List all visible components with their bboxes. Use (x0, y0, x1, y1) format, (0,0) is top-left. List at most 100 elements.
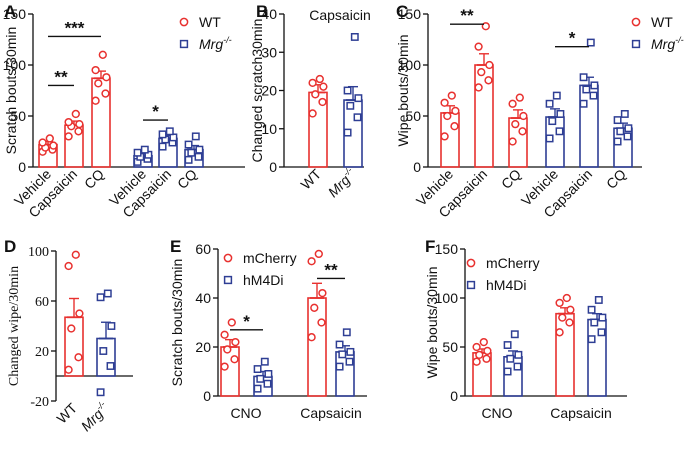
data-point (590, 318, 599, 327)
y-tick-label: 30 (261, 44, 277, 60)
data-point (260, 357, 269, 366)
legend-marker (179, 39, 189, 49)
data-point (102, 73, 111, 82)
data-point (264, 370, 273, 378)
data-point (484, 76, 493, 85)
significance-label: * (243, 312, 250, 331)
legend-label: hM4Di (486, 277, 526, 293)
y-tick-label: 20 (35, 345, 49, 360)
data-point (96, 388, 105, 397)
data-point (158, 130, 167, 139)
x-tick-label: Capsaicin (550, 405, 611, 421)
data-point (565, 318, 574, 327)
data-point (587, 335, 596, 344)
y-tick-label: 100 (398, 57, 422, 73)
x-tick-label: CQ (81, 166, 107, 192)
y-axis-label: Scratch bouts/30min (169, 259, 185, 387)
data-point (96, 293, 105, 302)
legend-label: mCherry (486, 255, 540, 271)
data-point (106, 362, 115, 370)
data-point (447, 91, 456, 100)
data-point (562, 293, 571, 303)
data-point (440, 98, 449, 107)
legend-marker (631, 17, 641, 27)
data-point (475, 350, 484, 359)
y-tick-label: 60 (195, 241, 211, 257)
data-point (510, 330, 519, 339)
data-point (187, 148, 196, 157)
data-point (506, 354, 515, 363)
data-point (133, 148, 142, 157)
data-point (485, 60, 494, 70)
data-point (548, 117, 557, 126)
data-point (94, 79, 103, 88)
data-point (64, 132, 73, 141)
bar (220, 346, 240, 397)
data-point (191, 132, 200, 141)
data-point (624, 124, 633, 133)
data-point (555, 328, 564, 337)
x-tick-label: CNO (230, 405, 261, 421)
x-tick-label: CNO (481, 405, 512, 421)
data-point (319, 82, 328, 91)
panel-label: D (4, 237, 16, 256)
data-point (587, 305, 596, 314)
data-point (101, 89, 110, 98)
data-point (451, 106, 460, 116)
legend-marker (631, 39, 641, 49)
significance-label: ** (54, 67, 68, 86)
data-point (350, 33, 359, 41)
data-point (158, 142, 167, 151)
data-point (184, 155, 193, 164)
data-point (75, 309, 84, 318)
data-point (67, 324, 76, 333)
data-point (335, 340, 344, 349)
data-point (195, 145, 204, 154)
data-point (482, 354, 491, 363)
legend-label: Mrg-/- (199, 35, 232, 52)
data-point (555, 298, 564, 308)
data-point (508, 99, 517, 108)
panel-E: E 0 20 40 60 Scratch bouts/30min CNO Capsaicin *… (169, 237, 367, 421)
y-tick-label: 150 (3, 6, 27, 22)
y-tick-label: 40 (195, 290, 211, 306)
data-point (307, 333, 316, 342)
data-point (515, 93, 524, 102)
y-tick-label: 100 (3, 57, 27, 73)
legend-marker (223, 253, 233, 263)
data-point (623, 132, 632, 141)
y-tick-label: 20 (261, 83, 277, 99)
data-point (556, 110, 565, 118)
data-point (590, 81, 599, 90)
data-point (107, 322, 116, 330)
data-point (230, 355, 239, 364)
data-point (74, 353, 83, 362)
data-point (508, 137, 517, 146)
legend-marker (223, 275, 233, 285)
data-point (103, 289, 112, 298)
data-point (45, 134, 54, 143)
x-tick-label: CQ (174, 166, 200, 192)
data-point (579, 99, 588, 108)
y-tick-label: 40 (261, 6, 277, 22)
data-point (317, 318, 326, 327)
significance-label: * (152, 102, 159, 121)
data-point (71, 250, 80, 259)
data-point (620, 110, 629, 118)
data-point (38, 138, 47, 147)
data-point (477, 67, 486, 77)
data-point (342, 328, 351, 337)
data-point (140, 145, 149, 154)
legend-label: WT (651, 14, 673, 30)
y-tick-label: 150 (435, 241, 459, 257)
x-tick-label: Mrg-/- (324, 165, 359, 200)
data-point (64, 117, 73, 127)
data-point (308, 109, 317, 118)
legend-label: Mrg-/- (651, 35, 684, 52)
y-tick-label: 0 (450, 388, 458, 404)
data-point (91, 65, 100, 75)
data-point (253, 384, 262, 393)
data-point (71, 109, 80, 119)
